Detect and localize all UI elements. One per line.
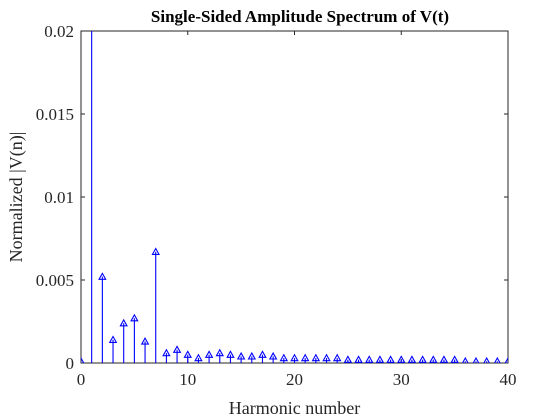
x-tick-label: 40 — [500, 370, 517, 389]
stem-marker — [364, 355, 374, 363]
stem-marker — [429, 355, 438, 363]
stem-marker — [98, 272, 107, 280]
y-axis: 0 0.005 0.01 0.015 0.02 — [36, 22, 508, 373]
stem-marker — [300, 353, 310, 362]
stem-marker — [332, 353, 342, 362]
stem-marker — [258, 350, 267, 358]
plot-area: 0 0.005 0.01 0.015 0.02 0 10 20 30 40 — [36, 22, 517, 389]
y-tick-label: 0.015 — [36, 105, 74, 124]
stem-marker — [140, 336, 150, 345]
axes-box — [80, 30, 509, 364]
stem-marker — [386, 355, 395, 363]
x-tick-label: 30 — [393, 370, 410, 389]
chart-title: Single-Sided Amplitude Spectrum of V(t) — [151, 7, 449, 26]
stem-marker — [162, 348, 171, 357]
y-axis-label: Normalized |V(n)| — [6, 132, 27, 263]
stem-marker — [483, 356, 491, 363]
stem-marker — [418, 355, 427, 363]
stem-marker — [108, 335, 118, 343]
stem-marker — [268, 351, 278, 360]
stem-marker — [81, 356, 85, 363]
stem-marker — [472, 356, 480, 363]
x-tick-label: 20 — [286, 370, 303, 389]
stem-marker — [354, 355, 363, 363]
stem-marker — [204, 350, 214, 358]
x-axis: 0 10 20 30 40 — [77, 31, 517, 389]
stem-marker — [119, 318, 128, 327]
stem-marker — [493, 356, 501, 363]
stem-marker — [236, 351, 246, 360]
x-tick-label: 10 — [179, 370, 196, 389]
stem-marker — [215, 348, 225, 357]
stem-marker — [183, 350, 192, 358]
x-axis-label: Harmonic number — [229, 398, 360, 418]
stem-marker — [194, 353, 203, 362]
stem-marker — [397, 355, 406, 363]
stem-series — [81, 31, 508, 363]
stem-marker — [226, 350, 235, 358]
y-tick-label: 0.02 — [44, 22, 74, 41]
y-tick-label: 0.005 — [36, 271, 74, 290]
stem-marker — [247, 351, 257, 360]
stem-marker — [504, 356, 508, 363]
stem-marker — [130, 313, 139, 322]
stem-marker — [172, 345, 182, 353]
stem-marker — [450, 355, 459, 363]
stem-marker — [279, 353, 289, 362]
stem-marker — [290, 353, 299, 362]
stem-marker — [407, 355, 417, 363]
stem-marker — [375, 355, 385, 363]
stem-marker — [311, 353, 321, 362]
stem-marker — [151, 247, 160, 255]
stem-marker — [439, 355, 449, 363]
y-tick-label: 0 — [66, 354, 75, 373]
stem-marker — [343, 355, 353, 363]
x-tick-label: 0 — [77, 370, 86, 389]
stem-marker — [322, 353, 331, 362]
y-tick-label: 0.01 — [44, 188, 74, 207]
stem-marker — [461, 356, 469, 363]
